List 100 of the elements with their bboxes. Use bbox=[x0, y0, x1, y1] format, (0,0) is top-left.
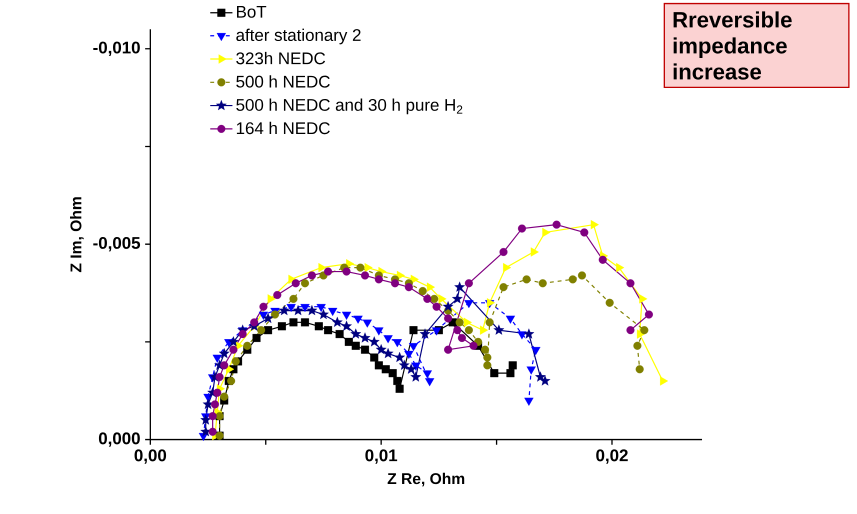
point bbox=[423, 295, 432, 304]
point bbox=[636, 365, 644, 374]
point bbox=[580, 228, 588, 237]
point bbox=[394, 352, 405, 362]
point bbox=[259, 302, 268, 311]
point bbox=[370, 354, 378, 362]
y-tick-label: -0,005 bbox=[93, 237, 140, 252]
point bbox=[522, 275, 531, 284]
point bbox=[464, 279, 473, 288]
legend-label: BoT bbox=[237, 6, 266, 18]
y-tick-label: 0,000 bbox=[98, 432, 140, 447]
point bbox=[292, 279, 300, 288]
point bbox=[390, 279, 400, 288]
point bbox=[318, 263, 326, 272]
point bbox=[430, 295, 438, 304]
point bbox=[418, 287, 427, 296]
point bbox=[616, 263, 624, 272]
point bbox=[218, 348, 230, 358]
point bbox=[316, 304, 326, 312]
point bbox=[382, 348, 394, 358]
point bbox=[243, 342, 252, 350]
point bbox=[353, 316, 363, 324]
point bbox=[486, 318, 494, 327]
point bbox=[406, 364, 416, 374]
point bbox=[456, 318, 464, 327]
point bbox=[324, 326, 332, 334]
x-tick-label: 0,01 bbox=[365, 450, 398, 464]
point bbox=[644, 310, 653, 319]
point bbox=[228, 336, 239, 347]
point bbox=[382, 365, 390, 374]
point bbox=[633, 342, 642, 350]
point bbox=[393, 377, 402, 386]
point bbox=[438, 294, 447, 304]
annotation: Rreversible impedance increase bbox=[674, 12, 792, 80]
point bbox=[531, 347, 540, 356]
point bbox=[499, 248, 508, 256]
point bbox=[396, 384, 404, 393]
point bbox=[540, 376, 550, 386]
point bbox=[300, 279, 310, 288]
point bbox=[264, 326, 272, 334]
point bbox=[606, 298, 614, 307]
point bbox=[342, 268, 351, 276]
point bbox=[278, 305, 290, 316]
point bbox=[494, 324, 504, 335]
point bbox=[300, 318, 310, 327]
point bbox=[483, 354, 492, 362]
point bbox=[464, 326, 473, 334]
point bbox=[420, 328, 430, 339]
point bbox=[444, 314, 452, 323]
point bbox=[590, 220, 599, 230]
point bbox=[425, 378, 434, 386]
point bbox=[452, 293, 463, 304]
point bbox=[410, 372, 422, 382]
point bbox=[454, 282, 465, 292]
point bbox=[640, 326, 648, 334]
point bbox=[483, 361, 492, 370]
point bbox=[542, 228, 550, 238]
x-axis-title: Z Re, Ohm bbox=[388, 472, 464, 487]
point bbox=[258, 312, 268, 320]
point bbox=[552, 220, 561, 229]
point bbox=[480, 326, 488, 335]
point bbox=[626, 279, 634, 288]
point bbox=[306, 305, 318, 316]
point bbox=[506, 316, 516, 324]
point bbox=[432, 302, 441, 311]
point bbox=[408, 343, 418, 352]
point bbox=[453, 326, 462, 334]
point bbox=[464, 300, 474, 308]
point bbox=[220, 361, 228, 370]
point bbox=[481, 346, 490, 354]
point bbox=[332, 316, 343, 328]
point bbox=[208, 428, 217, 436]
point bbox=[208, 412, 217, 420]
point bbox=[426, 282, 435, 292]
point bbox=[490, 369, 498, 378]
point bbox=[538, 279, 547, 288]
point bbox=[308, 272, 316, 280]
point bbox=[383, 335, 393, 344]
point bbox=[250, 318, 258, 327]
point bbox=[220, 392, 228, 401]
point bbox=[388, 369, 397, 378]
point bbox=[524, 398, 534, 406]
point bbox=[409, 326, 418, 334]
point bbox=[324, 268, 332, 276]
point bbox=[499, 283, 508, 292]
point bbox=[508, 361, 517, 370]
point bbox=[444, 346, 452, 354]
x-tick-label: 0,00 bbox=[134, 450, 166, 464]
point bbox=[238, 330, 247, 338]
legend-label: 164 h NEDC bbox=[236, 122, 330, 134]
point bbox=[216, 373, 224, 382]
point bbox=[526, 366, 536, 375]
point bbox=[289, 295, 298, 304]
point bbox=[518, 224, 526, 233]
point bbox=[341, 320, 352, 331]
point bbox=[252, 334, 261, 342]
point bbox=[458, 334, 466, 342]
point bbox=[360, 346, 370, 354]
point bbox=[356, 264, 364, 272]
point bbox=[578, 272, 586, 280]
